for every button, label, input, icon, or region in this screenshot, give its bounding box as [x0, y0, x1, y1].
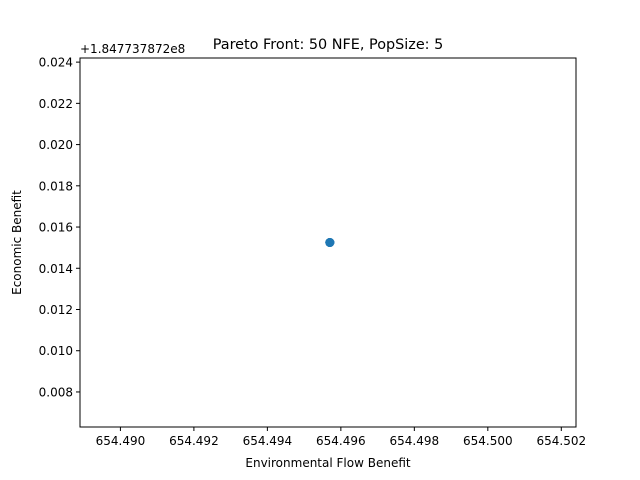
scatter-point: [325, 238, 335, 247]
x-tick-label: 654.490: [96, 434, 146, 448]
y-tick-label: 0.010: [39, 344, 73, 358]
chart-title: Pareto Front: 50 NFE, PopSize: 5: [213, 37, 444, 53]
x-tick-label: 654.498: [390, 434, 440, 448]
x-tick-label: 654.494: [243, 434, 293, 448]
scatter-marks: [325, 238, 335, 247]
x-tick-label: 654.496: [316, 434, 366, 448]
y-axis-label: Economic Benefit: [10, 190, 24, 295]
y-tick-label: 0.014: [39, 262, 73, 276]
x-tick-label: 654.500: [463, 434, 513, 448]
plot-frame: [79, 57, 577, 428]
y-axis: 0.008 0.010 0.012 0.014 0.016 0.018 0.020 0.022…: [39, 56, 80, 399]
x-tick-label: 654.502: [536, 434, 586, 448]
y-offset-text: +1.847737872e8: [80, 42, 185, 56]
x-tick-label: 654.492: [169, 434, 219, 448]
y-tick-label: 0.008: [39, 385, 73, 399]
y-tick-label: 0.016: [39, 221, 73, 235]
x-axis: 654.490 654.492 654.494 654.496 654.498 654.5…: [96, 427, 586, 448]
y-tick-label: 0.024: [39, 56, 73, 70]
x-axis-label: Environmental Flow Benefit: [245, 456, 410, 470]
y-tick-label: 0.020: [39, 138, 73, 152]
y-tick-label: 0.012: [39, 303, 73, 317]
y-tick-label: 0.018: [39, 179, 73, 193]
y-tick-label: 0.022: [39, 97, 73, 111]
